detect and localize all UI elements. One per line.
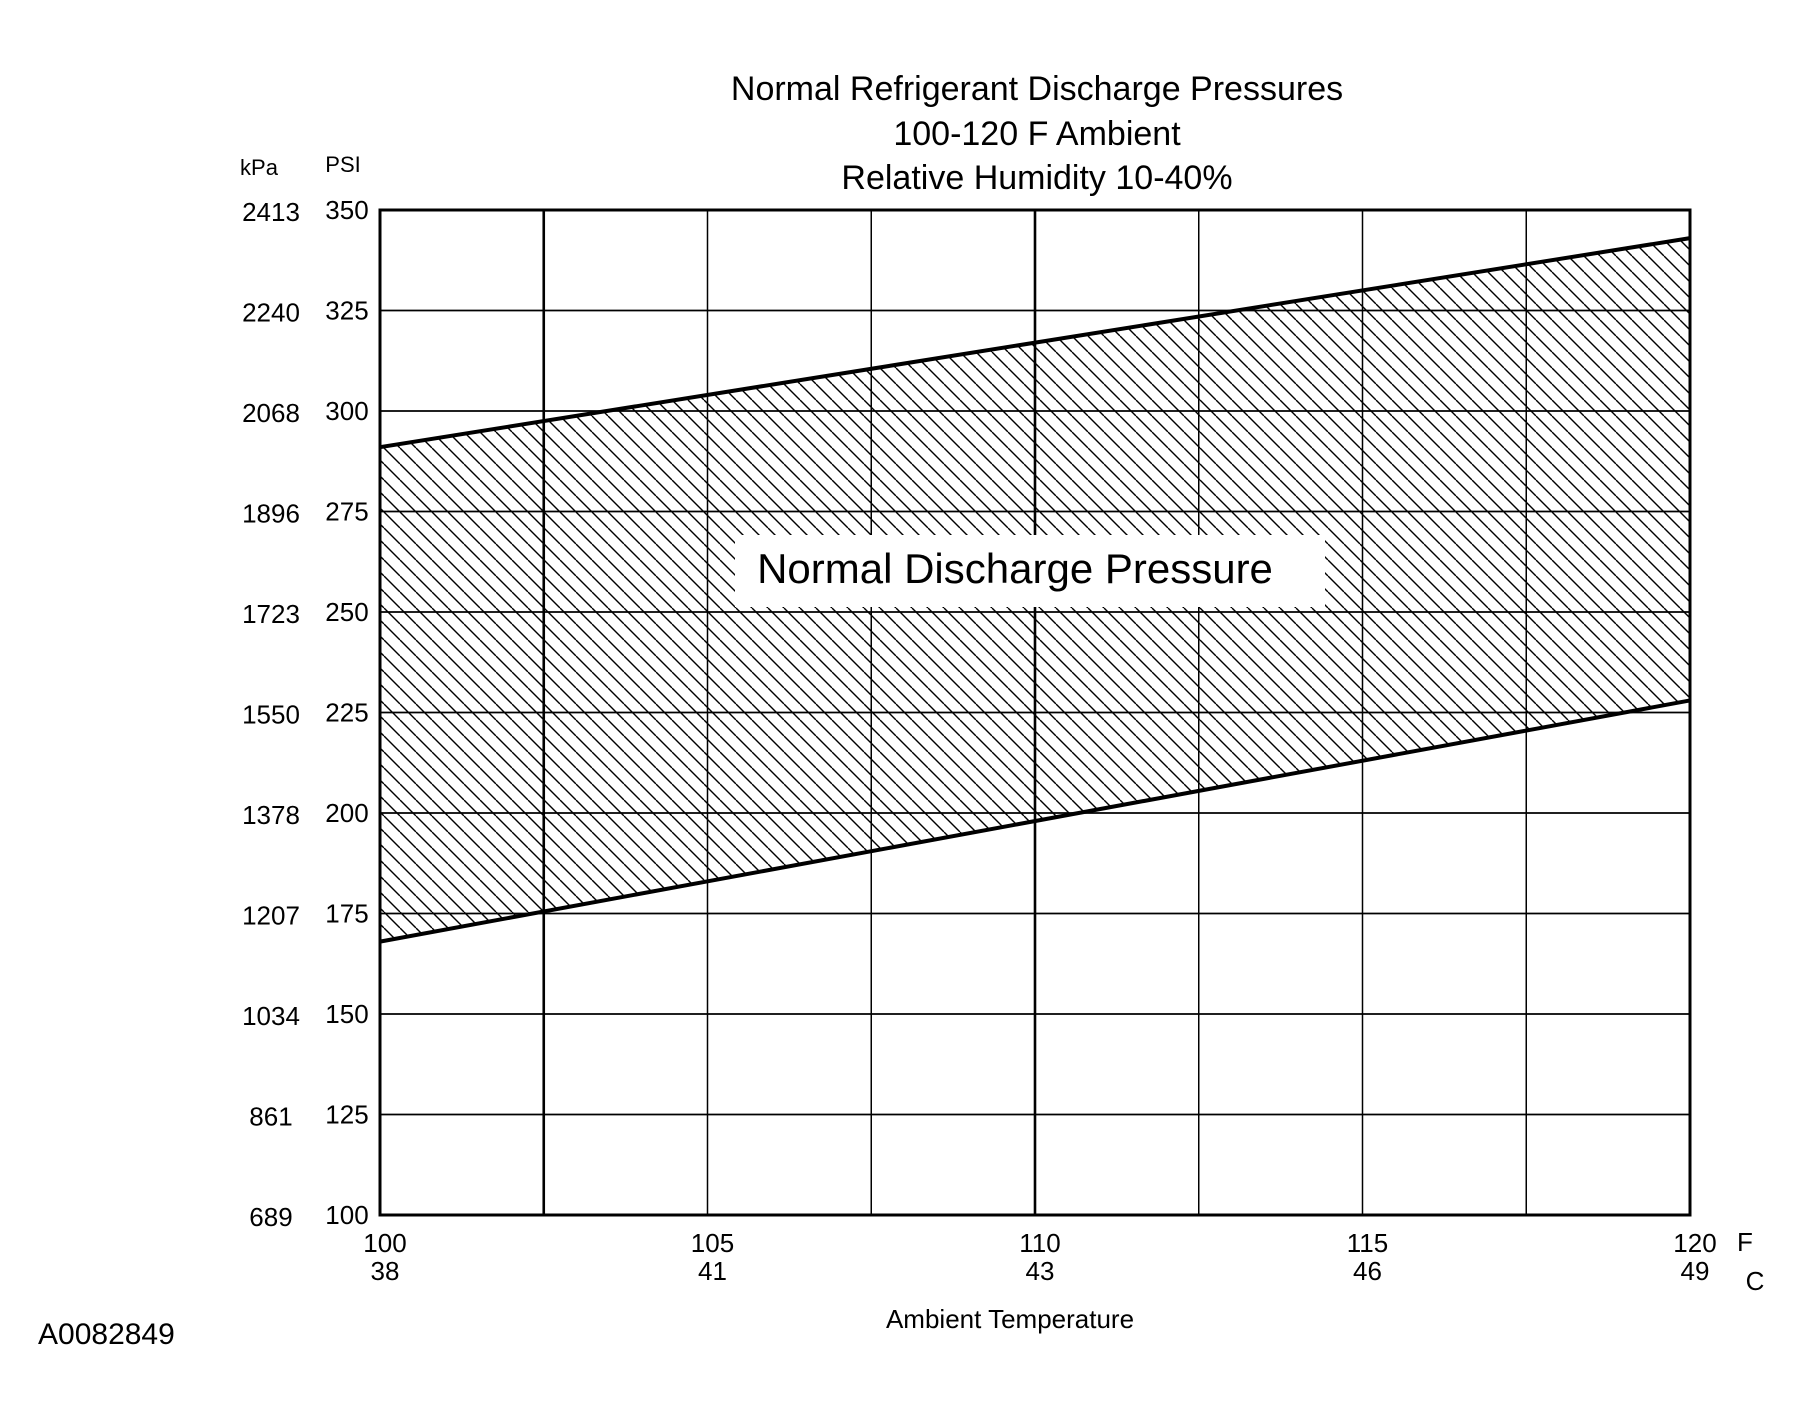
band-label-background [735, 535, 1325, 607]
x-tick-f: 115 [1347, 1228, 1388, 1258]
plot-frame [378, 208, 1692, 1217]
y-tick-kpa: 1034 [242, 1001, 300, 1031]
y-tick-psi: 250 [325, 597, 368, 627]
y-unit-psi: PSI [325, 152, 360, 177]
y-tick-kpa: 2413 [242, 197, 300, 227]
y-tick-psi: 300 [325, 396, 368, 426]
y-tick-kpa: 1378 [242, 800, 300, 830]
x-unit-c: C [1746, 1266, 1765, 1296]
y-tick-kpa: 861 [249, 1102, 292, 1132]
y-tick-kpa: 1896 [242, 499, 300, 529]
y-tick-psi: 150 [325, 999, 368, 1029]
x-tick-f: 105 [691, 1228, 734, 1258]
y-tick-kpa: 1550 [242, 700, 300, 730]
pressure-bounds [379, 236, 1691, 944]
chart-title-line-3: Relative Humidity 10-40% [841, 159, 1232, 197]
y-axis-ticks: 100 689 125 861 150 1034 175 1207 200 1378 225 1550… [242, 195, 369, 1232]
band-label: Normal Discharge Pressure [757, 545, 1273, 592]
y-tick-psi: 175 [325, 899, 368, 929]
y-tick-kpa: 1207 [242, 901, 300, 931]
y-unit-kpa: kPa [240, 155, 279, 180]
x-tick-c: 43 [1026, 1256, 1055, 1286]
y-tick-kpa: 2068 [242, 398, 300, 428]
y-tick-psi: 125 [325, 1100, 368, 1130]
x-unit-f: F [1737, 1227, 1753, 1257]
x-tick-f: 100 [363, 1228, 406, 1258]
x-axis-label: Ambient Temperature [886, 1304, 1134, 1334]
y-tick-psi: 200 [325, 798, 368, 828]
y-tick-psi: 275 [325, 497, 368, 527]
grid [380, 209, 1690, 1216]
y-tick-psi: 350 [325, 195, 368, 225]
y-tick-kpa: 1723 [242, 599, 300, 629]
x-tick-c: 46 [1353, 1256, 1382, 1286]
x-tick-c: 38 [371, 1256, 400, 1286]
chart-title-line-2: 100-120 F Ambient [893, 115, 1181, 153]
figure-id: A0082849 [38, 1318, 175, 1351]
x-tick-c: 49 [1681, 1256, 1710, 1286]
chart-title-line-1: Normal Refrigerant Discharge Pressures [731, 70, 1343, 108]
x-tick-f: 120 [1673, 1228, 1716, 1258]
lower-bound-line [379, 698, 1691, 944]
y-tick-psi: 325 [325, 296, 368, 326]
x-tick-f: 110 [1019, 1228, 1060, 1258]
y-tick-kpa: 2240 [242, 298, 300, 328]
upper-bound-line [379, 236, 1691, 450]
x-tick-c: 41 [698, 1256, 727, 1286]
y-tick-psi: 225 [325, 698, 368, 728]
y-tick-kpa: 689 [249, 1202, 292, 1232]
y-tick-psi: 100 [325, 1200, 368, 1230]
